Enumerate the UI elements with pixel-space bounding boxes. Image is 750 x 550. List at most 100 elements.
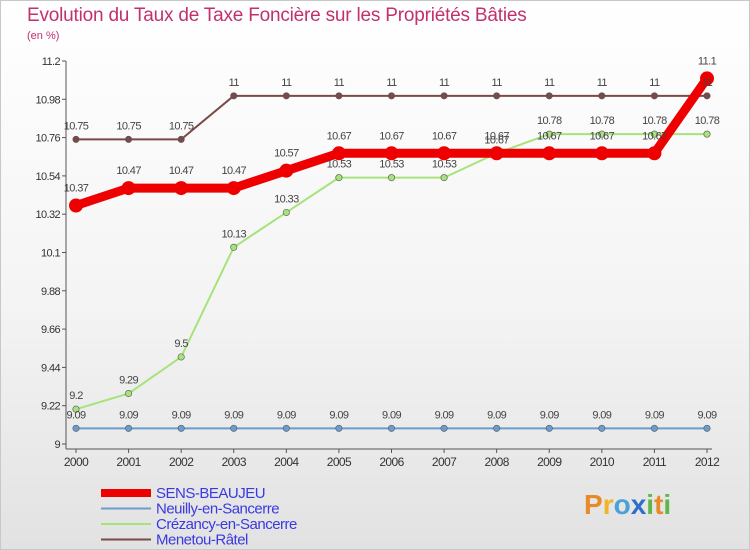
x-tick-label: 2005 xyxy=(327,455,352,469)
data-point xyxy=(230,424,238,432)
chart-title: Evolution du Taux de Taxe Foncière sur l… xyxy=(27,5,527,26)
legend-label: Crézancy-en-Sancerre xyxy=(156,516,297,533)
data-label: 10.67 xyxy=(379,130,404,142)
data-point xyxy=(177,424,185,432)
data-point xyxy=(282,424,290,432)
data-point xyxy=(489,146,504,161)
data-point xyxy=(226,181,241,196)
data-label: 10.37 xyxy=(64,182,89,194)
data-point xyxy=(703,130,711,138)
data-label: 9.09 xyxy=(277,409,296,421)
data-label: 9.09 xyxy=(224,409,243,421)
data-label: 10.47 xyxy=(116,165,141,177)
data-point xyxy=(493,92,501,100)
data-point xyxy=(440,92,448,100)
data-point xyxy=(230,243,238,251)
data-point xyxy=(125,424,133,432)
y-unit-label: (en %) xyxy=(27,30,60,42)
x-tick-label: 2012 xyxy=(695,455,720,469)
data-point xyxy=(335,92,343,100)
data-label: 10.75 xyxy=(169,120,194,132)
data-label: 9.2 xyxy=(69,390,83,402)
data-label: 11 xyxy=(386,77,397,89)
data-point xyxy=(69,198,83,213)
x-tick-label: 2007 xyxy=(432,455,457,469)
data-label: 11 xyxy=(281,77,292,89)
data-label: 10.67 xyxy=(484,134,509,146)
data-label: 11 xyxy=(229,77,240,89)
data-point xyxy=(121,181,136,196)
data-point xyxy=(335,424,343,432)
data-label: 9.09 xyxy=(382,409,401,421)
data-label: 11 xyxy=(334,77,345,89)
data-label: 10.53 xyxy=(327,159,352,171)
data-label: 10.67 xyxy=(537,130,562,142)
data-point xyxy=(387,174,395,182)
data-point xyxy=(335,174,343,182)
x-tick-label: 2006 xyxy=(379,455,404,469)
data-point xyxy=(594,146,609,161)
data-label: 9.09 xyxy=(172,409,191,421)
proxiti-logo: Proxiti xyxy=(584,489,671,521)
data-point xyxy=(700,71,714,86)
y-tick-label: 9.66 xyxy=(41,324,60,336)
data-point xyxy=(125,135,133,143)
data-label: 9.09 xyxy=(592,409,611,421)
data-point xyxy=(440,174,448,182)
data-label: 11 xyxy=(492,77,503,89)
data-point xyxy=(437,146,452,161)
data-label: 10.78 xyxy=(695,115,720,127)
data-point xyxy=(282,208,290,216)
logo-letter: o xyxy=(613,489,631,520)
data-label: 9.09 xyxy=(487,409,506,421)
data-label: 10.57 xyxy=(274,148,299,160)
data-point xyxy=(542,146,557,161)
data-label: 10.53 xyxy=(379,159,404,171)
data-point xyxy=(387,92,395,100)
data-point xyxy=(230,92,238,100)
data-point xyxy=(282,92,290,100)
data-label: 10.67 xyxy=(432,130,457,142)
data-label: 11 xyxy=(439,77,450,89)
data-point xyxy=(177,135,185,143)
data-label: 9.09 xyxy=(435,409,454,421)
y-tick-label: 9.44 xyxy=(41,362,60,374)
data-label: 10.67 xyxy=(642,130,667,142)
data-label: 9.09 xyxy=(697,409,716,421)
data-point xyxy=(703,424,711,432)
data-label: 10.67 xyxy=(484,130,509,142)
legend-label: Neuilly-en-Sancerre xyxy=(156,501,279,518)
data-point xyxy=(545,424,553,432)
data-label: 11.1 xyxy=(698,55,717,67)
data-point xyxy=(650,92,658,100)
data-label: 10.75 xyxy=(64,120,89,132)
data-label: 10.78 xyxy=(590,115,615,127)
data-label: 9.5 xyxy=(174,338,188,350)
data-point xyxy=(72,405,80,413)
logo-letter: t xyxy=(654,489,664,520)
data-label: 9.09 xyxy=(66,409,85,421)
y-tick-label: 9 xyxy=(54,439,60,451)
data-point xyxy=(177,353,185,361)
data-label: 10.75 xyxy=(116,120,141,132)
y-tick-label: 9.88 xyxy=(41,286,60,298)
legend-label: Menetou-Râtel xyxy=(156,532,248,549)
data-label: 11 xyxy=(544,77,555,89)
logo-letter: P xyxy=(584,489,603,520)
data-point xyxy=(440,424,448,432)
data-label: 9.09 xyxy=(329,409,348,421)
data-point xyxy=(331,146,346,161)
logo-letter: i xyxy=(663,489,672,520)
data-label: 9.29 xyxy=(119,375,138,387)
x-tick-label: 2002 xyxy=(169,455,194,469)
x-tick-label: 2001 xyxy=(116,455,141,469)
data-point xyxy=(72,424,80,432)
data-point xyxy=(545,130,553,138)
data-label: 11 xyxy=(649,77,660,89)
data-label: 11 xyxy=(702,77,713,89)
data-point xyxy=(650,424,658,432)
x-tick-label: 2009 xyxy=(537,455,562,469)
y-tick-label: 10.1 xyxy=(41,248,60,260)
x-tick-label: 2010 xyxy=(590,455,615,469)
